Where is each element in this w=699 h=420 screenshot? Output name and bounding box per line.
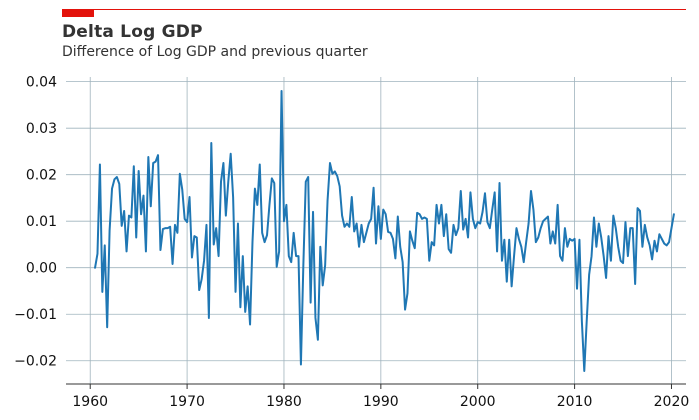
x-tick-label: 1970 — [169, 394, 205, 410]
y-tick-label: −0.01 — [14, 307, 57, 323]
top-rule — [94, 9, 686, 10]
x-tick-label: 1960 — [72, 394, 108, 410]
line-layer — [94, 89, 675, 372]
tick-label-layer: −0.02 −0.01 0.00 0.01 0.02 0.03 0.04 1960 1970 19… — [14, 75, 689, 410]
y-tick-label: 0.00 — [26, 261, 57, 277]
y-tick-label: 0.03 — [26, 121, 57, 137]
y-tick-label: 0.04 — [26, 75, 57, 91]
axis-layer — [66, 383, 686, 389]
x-tick-label: 1990 — [363, 394, 399, 410]
y-tick-label: −0.02 — [14, 354, 57, 370]
y-tick-label: 0.02 — [26, 168, 57, 184]
x-tick-label: 2010 — [557, 394, 593, 410]
series-line — [94, 89, 675, 372]
x-tick-label: 2020 — [654, 394, 690, 410]
x-tick-label: 2000 — [460, 394, 496, 410]
y-tick-label: 0.01 — [26, 214, 57, 230]
x-tick-label: 1980 — [266, 394, 302, 410]
accent-bar — [62, 9, 94, 17]
chart-title: Delta Log GDP — [62, 22, 203, 42]
chart-subtitle: Difference of Log GDP and previous quart… — [62, 44, 368, 60]
